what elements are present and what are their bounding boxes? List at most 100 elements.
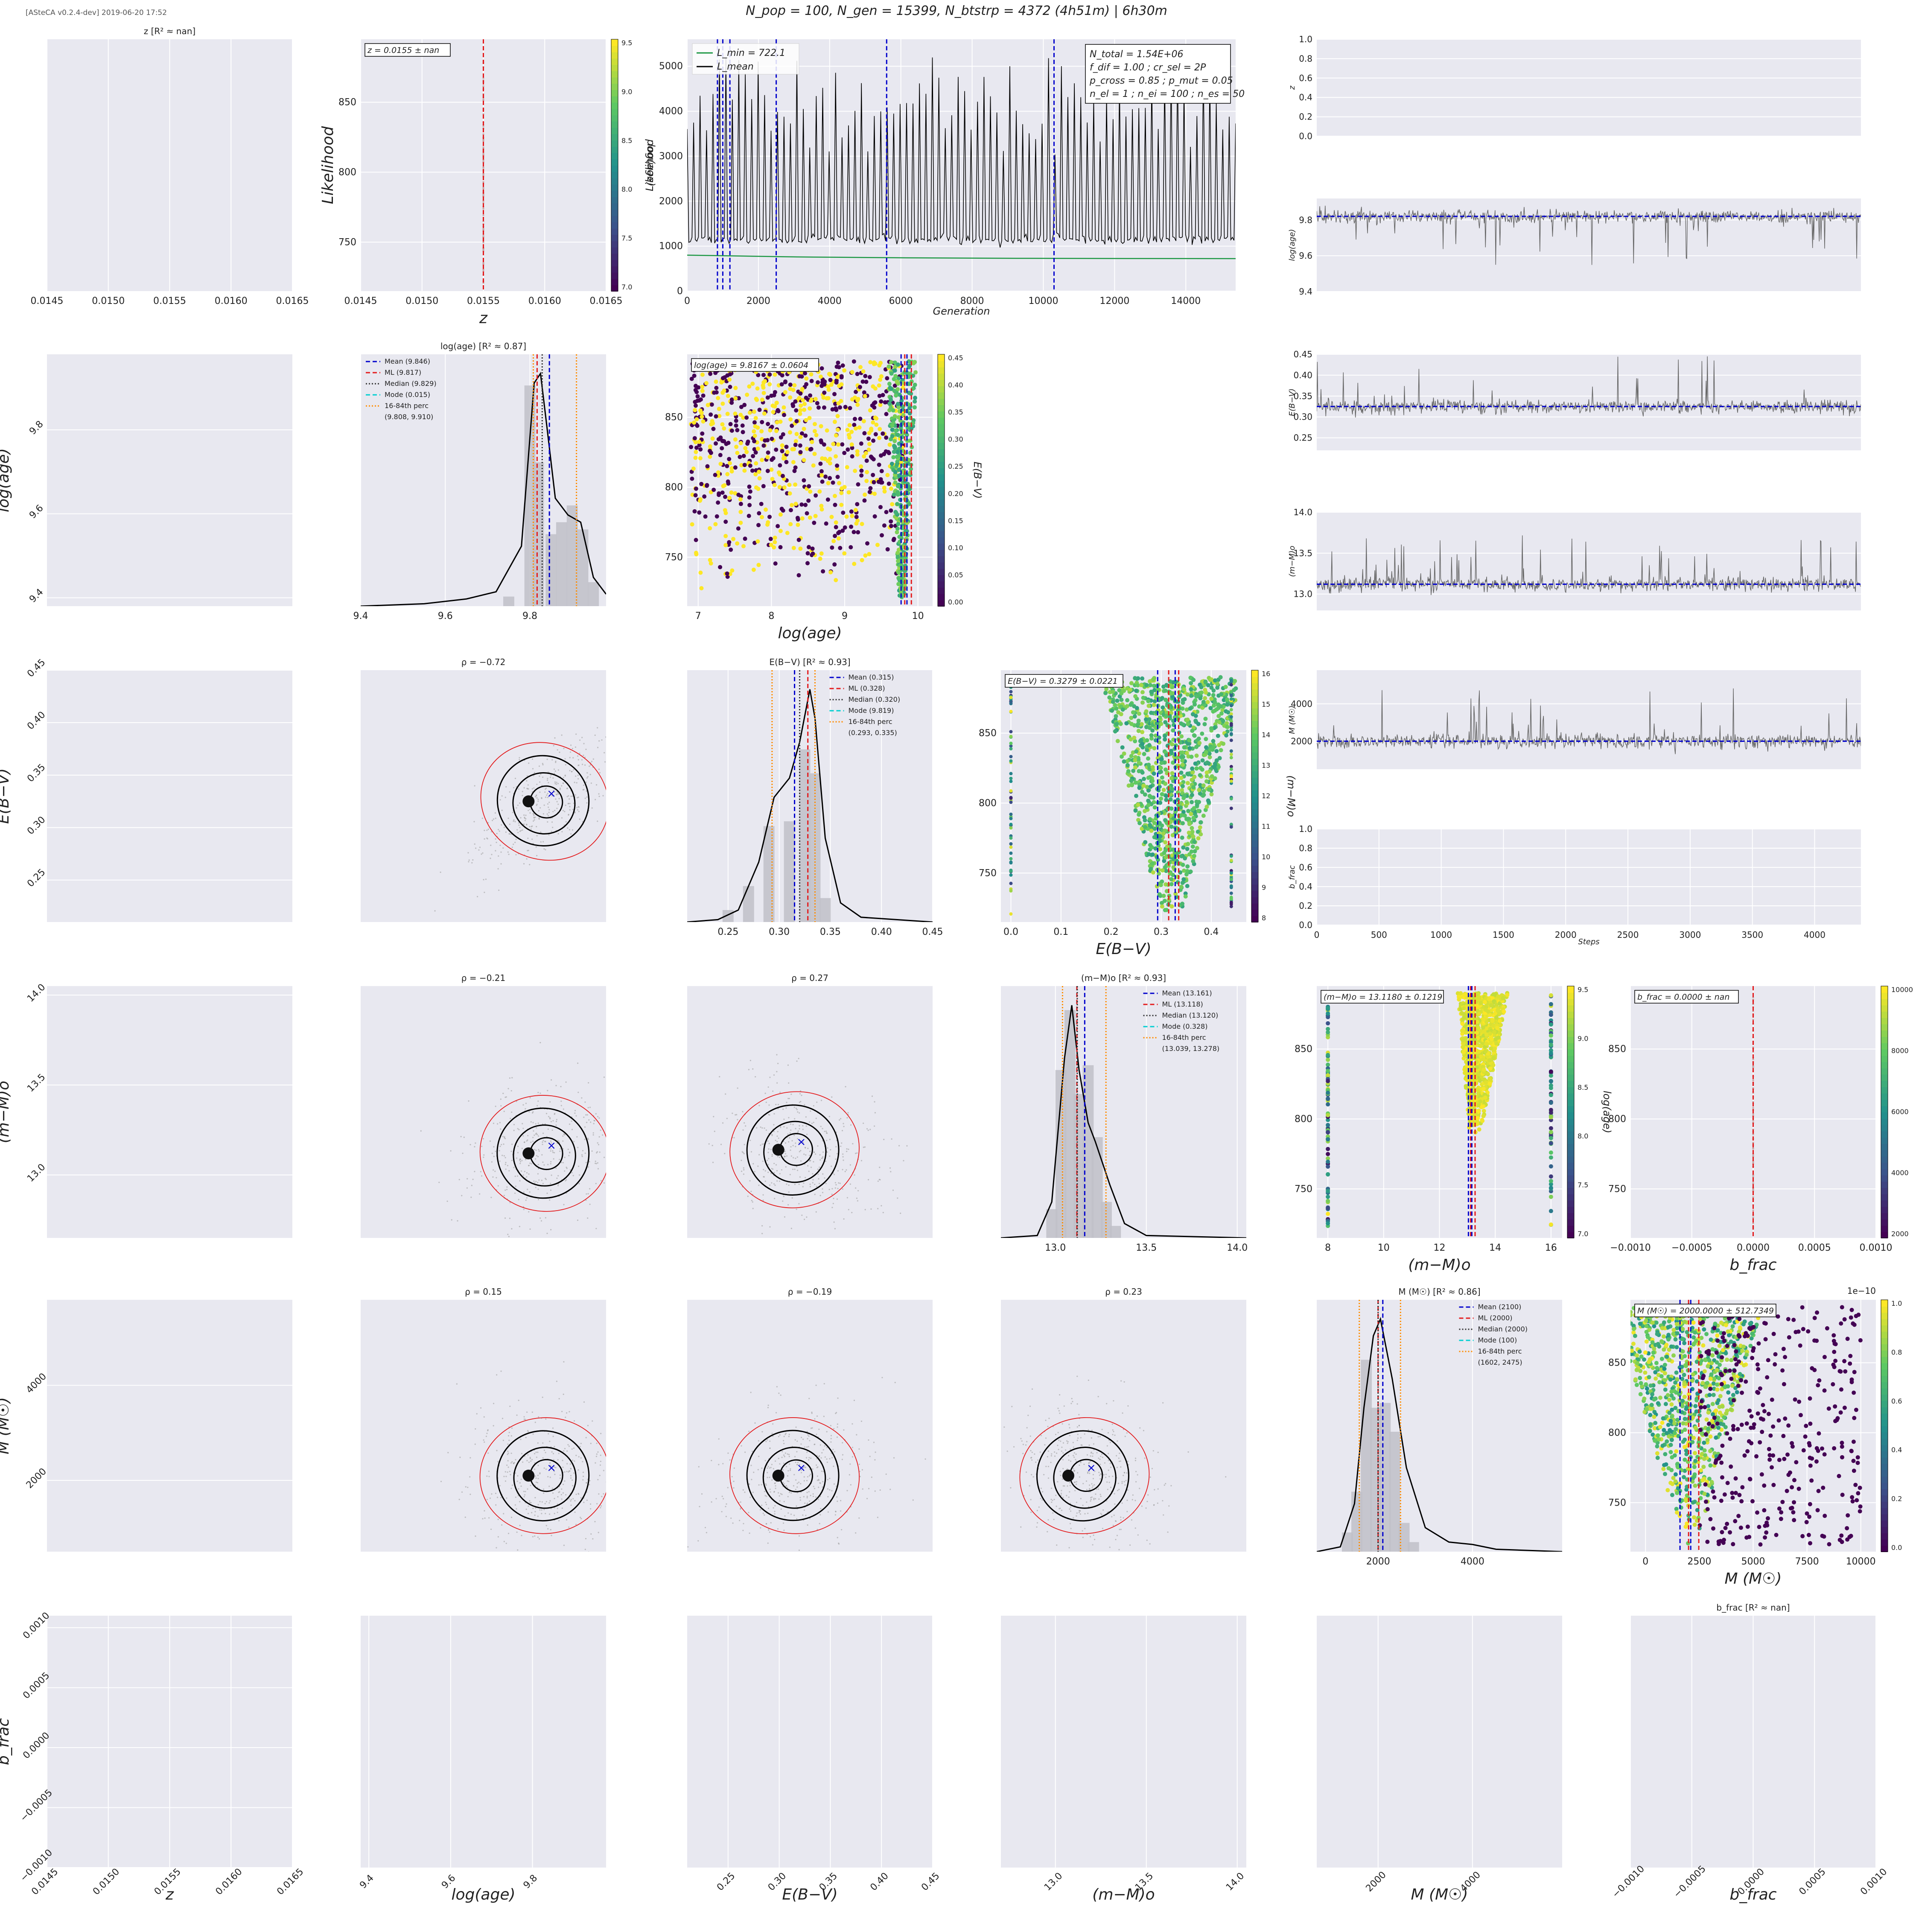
y-tick-label: 9.6	[27, 503, 45, 521]
sample-point	[1190, 793, 1194, 797]
sample-point	[876, 479, 881, 484]
sample-point	[509, 833, 510, 835]
sample-point	[1200, 705, 1205, 710]
sample-point	[880, 533, 884, 537]
sample-point	[1190, 770, 1195, 775]
sample-point	[1136, 803, 1140, 807]
sample-point	[733, 1137, 735, 1138]
sample-point	[514, 1176, 516, 1177]
sample-point	[761, 1143, 763, 1145]
sample-point	[511, 1111, 513, 1113]
colorbar-segment	[938, 587, 945, 594]
mean-marker: ×	[547, 787, 556, 800]
sample-point	[1149, 736, 1154, 741]
axes-background	[1317, 670, 1861, 769]
legend-entry: 16-84th perc	[385, 402, 429, 410]
info-line: n_el = 1 ; n_ei = 100 ; n_es = 50	[1090, 89, 1245, 99]
sample-point	[843, 525, 847, 530]
sample-point	[776, 470, 781, 475]
sample-point	[557, 803, 559, 805]
sample-point	[896, 362, 901, 367]
y-tick-label: 850	[979, 728, 997, 739]
sample-point	[860, 379, 865, 384]
sample-point	[450, 1150, 452, 1152]
sample-point	[523, 787, 525, 789]
sample-point	[714, 514, 719, 519]
y-axis-label: (m−M)o	[0, 1081, 12, 1143]
sample-point	[578, 1165, 580, 1167]
plot-area	[1317, 354, 1861, 438]
sample-point	[1191, 834, 1196, 839]
sample-point	[1135, 683, 1140, 688]
sample-point	[623, 753, 624, 754]
sample-point	[1186, 722, 1190, 727]
sample-point	[1148, 683, 1153, 688]
sample-point	[461, 1195, 463, 1197]
sample-point	[874, 416, 879, 421]
sample-point	[1229, 871, 1233, 875]
sample-point	[757, 1165, 759, 1167]
sample-point	[908, 467, 913, 471]
legend-entry: Mean (13.161)	[1162, 989, 1212, 997]
sample-point	[513, 843, 514, 845]
sample-point	[784, 1153, 787, 1155]
sample-point	[789, 1132, 791, 1134]
sample-point	[793, 482, 798, 487]
sample-point	[799, 1101, 800, 1103]
sample-point	[726, 479, 730, 484]
sample-point	[784, 444, 789, 449]
sample-point	[1209, 677, 1214, 682]
sample-point	[762, 1199, 764, 1201]
sample-point	[1158, 715, 1162, 720]
colorbar-segment	[1251, 708, 1258, 715]
sample-point	[583, 743, 585, 744]
plot-area	[1001, 986, 1246, 1238]
colorbar-segment	[1251, 777, 1258, 784]
sample-point	[887, 401, 892, 406]
sample-point	[509, 791, 510, 793]
sample-point	[524, 820, 526, 821]
sample-point	[1204, 745, 1208, 750]
sample-point	[772, 545, 776, 550]
sample-point	[490, 1197, 492, 1198]
sample-point	[1137, 821, 1142, 826]
sample-point	[1160, 868, 1165, 873]
sample-point	[513, 820, 514, 822]
sample-point	[1122, 689, 1126, 693]
sample-point	[501, 795, 503, 797]
sample-point	[496, 1177, 497, 1179]
sample-point	[552, 826, 554, 828]
sample-point	[831, 1165, 832, 1167]
sample-point	[1009, 861, 1013, 865]
sample-point	[881, 393, 885, 397]
sample-point	[787, 1204, 789, 1206]
sample-point	[1009, 857, 1013, 861]
sample-point	[773, 561, 778, 566]
sample-point	[850, 454, 854, 459]
z-likelihood: 0.0145 0.0150 0.0155 0.0160 0.0165750800850z…	[319, 39, 657, 327]
colorbar-segment	[1251, 821, 1258, 828]
sample-point	[556, 783, 557, 785]
sample-point	[1164, 683, 1169, 687]
sample-point	[577, 797, 578, 799]
sample-point	[788, 1097, 790, 1100]
sample-point	[506, 1189, 508, 1191]
density-contour	[763, 1121, 827, 1183]
colorbar-segment	[938, 549, 945, 556]
sample-point	[528, 809, 529, 811]
sample-point	[587, 776, 589, 778]
sample-point	[566, 788, 568, 789]
sample-point	[620, 783, 621, 784]
sample-point	[501, 1144, 502, 1146]
y-tick-label: 14.0	[1293, 507, 1312, 517]
sample-point	[528, 1173, 530, 1175]
sample-point	[1173, 743, 1178, 748]
sample-point	[1225, 725, 1230, 730]
sample-point	[528, 1211, 530, 1213]
sample-point	[1107, 695, 1112, 700]
sample-point	[1164, 753, 1169, 758]
sample-point	[564, 1134, 566, 1136]
sample-point	[867, 1129, 869, 1131]
sample-point	[556, 801, 558, 803]
